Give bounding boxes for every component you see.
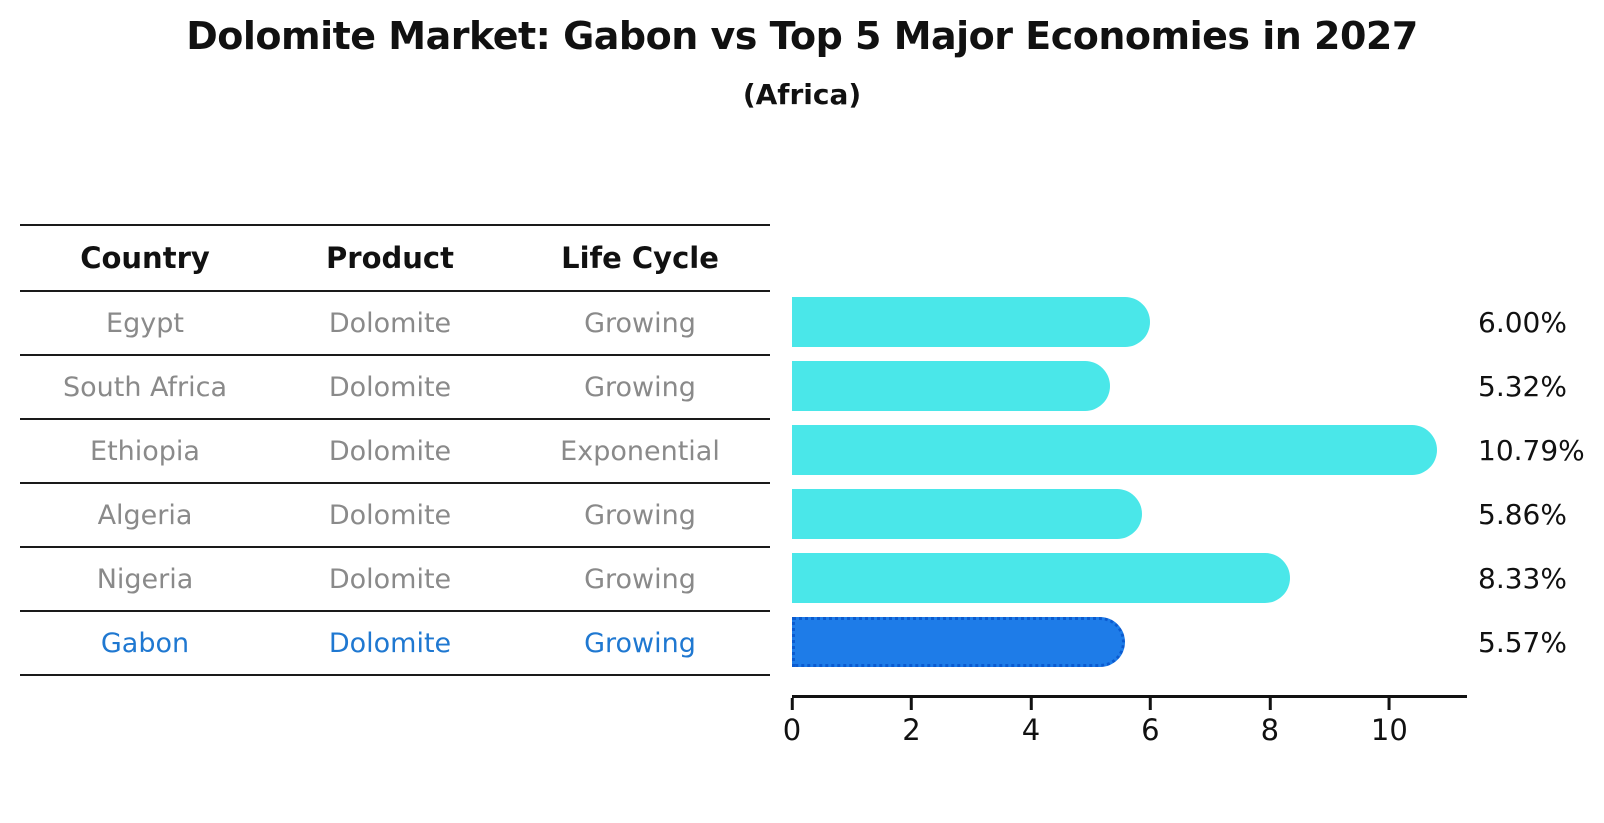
axis-tick: 4 — [1022, 698, 1040, 747]
x-axis-line — [792, 695, 1467, 698]
axis-tick-mark — [790, 698, 794, 710]
cell-country: South Africa — [62, 371, 228, 403]
cell-country: Algeria — [97, 499, 193, 531]
column-header-lifecycle: Life Cycle — [561, 241, 719, 275]
axis-tick: 2 — [902, 698, 921, 747]
axis-tick: 10 — [1371, 698, 1408, 747]
bar-value-label: 5.86% — [1478, 497, 1567, 531]
chart-subtitle: (Africa) — [742, 78, 862, 111]
cell-product: Dolomite — [328, 371, 452, 403]
cell-country: Ethiopia — [90, 435, 200, 467]
axis-tick-mark — [1387, 698, 1391, 710]
cell-country: Gabon — [100, 627, 190, 659]
table-header-row: Country Product Life Cycle — [20, 225, 770, 291]
bar-value-label: 10.79% — [1478, 433, 1585, 467]
bar-value-label: 8.33% — [1478, 561, 1567, 595]
axis-tick: 6 — [1141, 698, 1160, 747]
axis-tick-mark — [909, 698, 913, 710]
bar — [792, 361, 1110, 411]
cell-lifecycle: Growing — [584, 563, 696, 595]
table-row: Ethiopia Dolomite Exponential — [20, 419, 770, 483]
axis-tick-mark — [1148, 698, 1152, 710]
column-header-product: Product — [326, 241, 454, 275]
cell-country: Nigeria — [96, 563, 194, 595]
cell-product: Dolomite — [328, 435, 452, 467]
bar-row: 5.32% — [792, 354, 1602, 418]
bar-value-label: 5.57% — [1478, 625, 1567, 659]
bar-row: 5.57% — [792, 610, 1602, 674]
bar-value-label: 5.32% — [1478, 369, 1567, 403]
axis-tick-label: 10 — [1370, 713, 1408, 747]
cell-lifecycle: Growing — [584, 499, 696, 531]
table-row: South Africa Dolomite Growing — [20, 355, 770, 419]
cell-product: Dolomite — [328, 499, 452, 531]
bar — [792, 489, 1143, 539]
bar-value-label: 6.00% — [1478, 305, 1567, 339]
column-header-country: Country — [80, 241, 210, 275]
bar-row: 10.79% — [792, 418, 1602, 482]
cell-product: Dolomite — [328, 307, 452, 339]
bar — [792, 617, 1125, 667]
axis-tick: 8 — [1261, 698, 1279, 747]
cell-lifecycle: Growing — [584, 307, 696, 339]
table-row: Gabon Dolomite Growing — [20, 611, 770, 675]
axis-tick-label: 6 — [1141, 713, 1160, 747]
x-axis: 0 2 4 6 8 10 — [783, 695, 1467, 755]
cell-lifecycle: Growing — [584, 371, 696, 403]
country-table: Country Product Life Cycle Egypt Dolomit… — [20, 224, 770, 676]
chart-title: Dolomite Market: Gabon vs Top 5 Major Ec… — [186, 14, 1418, 58]
cell-product: Dolomite — [328, 563, 452, 595]
bar — [792, 553, 1290, 603]
cell-lifecycle: Growing — [584, 627, 696, 659]
cell-lifecycle: Exponential — [560, 435, 720, 467]
axis-tick-mark — [1268, 698, 1272, 710]
bar-plot: 6.00% 5.32% 10.79% 5.86% 8.33% 5.57% — [792, 290, 1602, 674]
table-row: Algeria Dolomite Growing — [20, 483, 770, 547]
axis-tick-mark — [1029, 698, 1033, 710]
axis-tick-label: 2 — [902, 713, 921, 747]
bar-row: 8.33% — [792, 546, 1602, 610]
cell-country: Egypt — [106, 307, 184, 339]
table-row: Nigeria Dolomite Growing — [20, 547, 770, 611]
bar-row: 6.00% — [792, 290, 1602, 354]
axis-tick: 0 — [783, 698, 801, 747]
axis-tick-label: 8 — [1260, 713, 1280, 747]
axis-tick-label: 0 — [782, 713, 802, 747]
bar — [792, 425, 1437, 475]
cell-product: Dolomite — [328, 627, 452, 659]
table-row: Egypt Dolomite Growing — [20, 291, 770, 355]
bar — [792, 297, 1151, 347]
axis-tick-label: 4 — [1021, 713, 1041, 747]
bar-row: 5.86% — [792, 482, 1602, 546]
